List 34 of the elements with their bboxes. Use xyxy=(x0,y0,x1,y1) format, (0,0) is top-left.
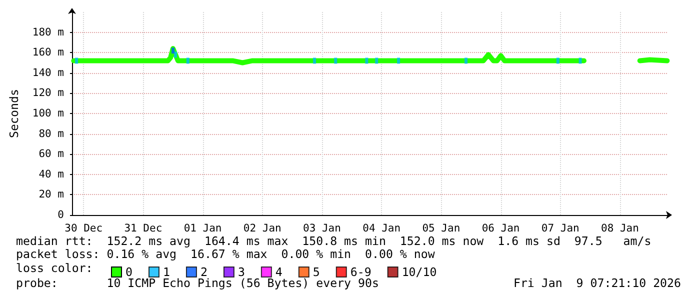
y-tick-label: 20 m xyxy=(38,188,64,201)
legend-label: 6-9 xyxy=(350,265,372,279)
y-tick-label: 140 m xyxy=(32,66,64,79)
legend-label: 2 xyxy=(200,265,208,279)
legend-label: 10/10 xyxy=(402,265,437,279)
legend-title: loss color: xyxy=(16,261,93,275)
x-tick-label: 07 Jan xyxy=(541,222,580,234)
y-tick-label: 80 m xyxy=(38,128,64,140)
x-tick-label: 01 Jan xyxy=(184,222,222,234)
text: packet loss: 0.16 % avg 16.67 % max 0.00 % min 0.00 % now xyxy=(16,247,435,261)
y-axis-title: Seconds xyxy=(7,89,21,138)
x-tick-label: 30 Dec xyxy=(64,222,103,234)
legend-label: 4 xyxy=(275,265,282,279)
x-tick-label: 02 Jan xyxy=(243,222,282,234)
legend-label: 0 xyxy=(126,265,132,279)
x-tick-label: 05 Jan xyxy=(422,222,460,234)
x-tick-label: 03 Jan xyxy=(303,222,341,234)
text: probe: 10 ICMP Echo Pings (56 Bytes) every 90s xyxy=(16,276,379,290)
x-tick-label: 08 Jan xyxy=(601,222,639,234)
y-tick-label: 0 xyxy=(58,209,64,221)
y-tick-label: 180 m xyxy=(32,26,64,38)
y-tick-label: 40 m xyxy=(38,168,64,180)
legend-label: 3 xyxy=(238,265,245,279)
legend-label: 5 xyxy=(312,265,320,279)
text: Fri Jan 9 07:21:10 2026 xyxy=(513,276,681,290)
x-tick-label: 31 Dec xyxy=(124,222,162,234)
y-tick-label: 60 m xyxy=(38,148,64,160)
y-tick-label: 100 m xyxy=(32,108,64,120)
legend-label: 1 xyxy=(162,265,170,279)
text: median rtt: 152.2 ms avg 164.4 ms max 150.8 ms min 152.0 ms now 1.6 ms sd 97.5 am/s xyxy=(16,234,652,248)
y-tick-label: 120 m xyxy=(32,87,64,100)
x-tick-label: 04 Jan xyxy=(362,222,401,234)
y-tick-label: 160 m xyxy=(32,46,64,59)
x-tick-label: 06 Jan xyxy=(482,222,520,234)
